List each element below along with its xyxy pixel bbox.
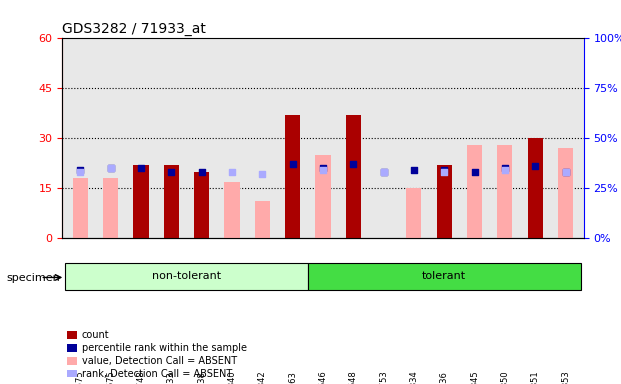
Bar xyxy=(134,165,148,238)
Text: tolerant: tolerant xyxy=(422,271,466,281)
Point xyxy=(561,169,571,175)
Point xyxy=(136,165,146,171)
Bar xyxy=(315,155,330,238)
Bar xyxy=(308,263,581,290)
Point xyxy=(500,165,510,171)
Point xyxy=(288,161,297,167)
Bar xyxy=(558,148,573,238)
Point xyxy=(75,167,85,173)
Bar xyxy=(528,138,543,238)
Text: GDS3282 / 71933_at: GDS3282 / 71933_at xyxy=(62,22,206,36)
Point xyxy=(166,169,176,175)
Bar xyxy=(194,172,209,238)
Point xyxy=(348,161,358,167)
Point xyxy=(530,163,540,169)
Point xyxy=(439,169,449,175)
Point xyxy=(227,169,237,175)
Bar xyxy=(497,145,512,238)
Point xyxy=(318,167,328,173)
Point xyxy=(439,167,449,173)
Bar xyxy=(346,115,361,238)
Point xyxy=(106,165,116,171)
Text: specimen: specimen xyxy=(6,273,60,283)
Point xyxy=(257,171,267,177)
Point xyxy=(469,169,479,175)
Legend: count, percentile rank within the sample, value, Detection Call = ABSENT, rank, : count, percentile rank within the sample… xyxy=(67,330,247,379)
Point xyxy=(379,169,389,175)
Point xyxy=(500,167,510,173)
Point xyxy=(106,165,116,171)
Bar xyxy=(467,145,482,238)
Bar xyxy=(103,178,118,238)
Point xyxy=(318,165,328,171)
Bar xyxy=(285,115,300,238)
Bar xyxy=(406,188,422,238)
Point xyxy=(561,169,571,175)
Bar xyxy=(65,263,308,290)
Point xyxy=(197,169,207,175)
Point xyxy=(409,167,419,173)
Point xyxy=(379,169,389,175)
Bar xyxy=(164,165,179,238)
Text: non-tolerant: non-tolerant xyxy=(152,271,221,281)
Bar xyxy=(437,165,452,238)
Bar xyxy=(73,178,88,238)
Point xyxy=(75,169,85,175)
Bar xyxy=(255,202,270,238)
Bar xyxy=(224,182,240,238)
